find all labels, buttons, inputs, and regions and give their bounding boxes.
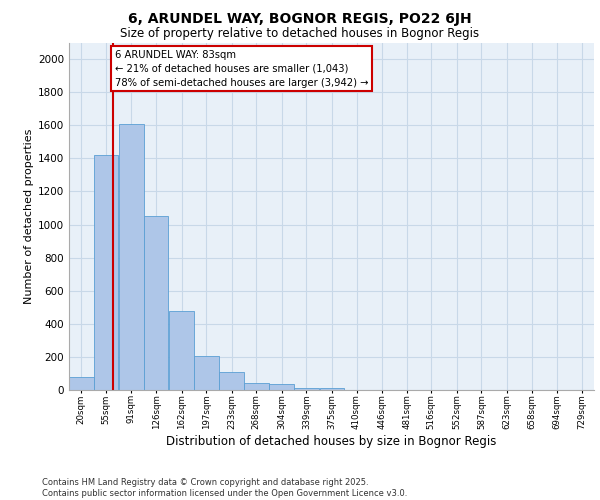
Y-axis label: Number of detached properties: Number of detached properties [24, 128, 34, 304]
Bar [169, 310, 194, 390]
Bar [144, 216, 169, 390]
Bar [269, 384, 294, 390]
Bar [94, 155, 118, 390]
Bar [294, 388, 319, 390]
Bar [220, 372, 244, 390]
Bar [194, 356, 218, 390]
Bar [69, 377, 94, 390]
Bar [119, 124, 144, 390]
Text: Size of property relative to detached houses in Bognor Regis: Size of property relative to detached ho… [121, 28, 479, 40]
Text: 6, ARUNDEL WAY, BOGNOR REGIS, PO22 6JH: 6, ARUNDEL WAY, BOGNOR REGIS, PO22 6JH [128, 12, 472, 26]
Text: 6 ARUNDEL WAY: 83sqm
← 21% of detached houses are smaller (1,043)
78% of semi-de: 6 ARUNDEL WAY: 83sqm ← 21% of detached h… [115, 50, 368, 88]
X-axis label: Distribution of detached houses by size in Bognor Regis: Distribution of detached houses by size … [166, 434, 497, 448]
Bar [320, 388, 344, 390]
Bar [244, 384, 269, 390]
Text: Contains HM Land Registry data © Crown copyright and database right 2025.
Contai: Contains HM Land Registry data © Crown c… [42, 478, 407, 498]
